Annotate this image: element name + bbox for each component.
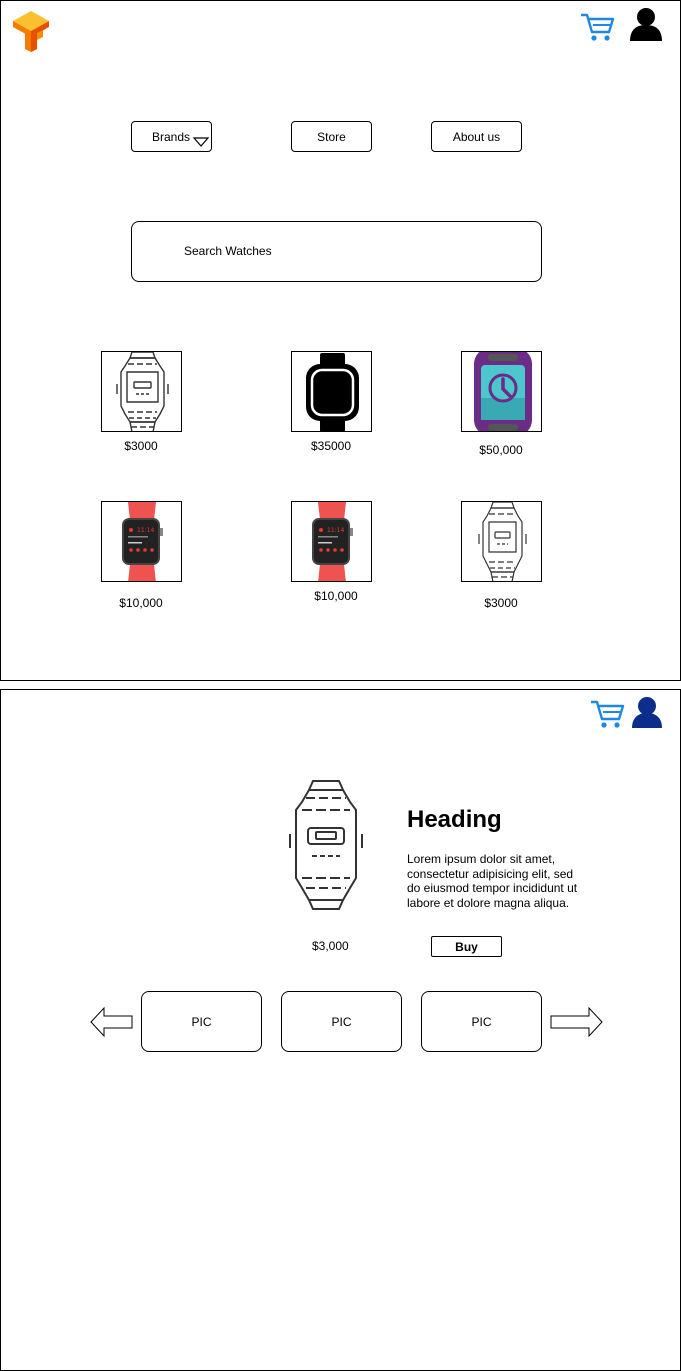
pic-label: PIC <box>191 1014 212 1029</box>
triangle-down-icon <box>193 137 209 147</box>
product-price-5: $10,000 <box>314 589 358 603</box>
cart-icon[interactable] <box>589 698 625 730</box>
purple-smartwatch-image <box>474 352 532 431</box>
search-input[interactable]: Search Watches <box>131 221 542 282</box>
arrow-left-icon[interactable] <box>90 1006 133 1038</box>
black-smartwatch-image <box>306 353 359 431</box>
product-tile-6[interactable] <box>461 501 542 582</box>
brands-dropdown-button[interactable]: Brands <box>131 121 212 152</box>
carousel-pic-1[interactable]: PIC <box>141 991 262 1052</box>
product-tile-1[interactable] <box>101 351 182 432</box>
product-price: $3,000 <box>312 939 349 953</box>
red-apple-watch-image: 11:14 <box>122 502 163 581</box>
buy-label: Buy <box>455 939 478 954</box>
store-label: Store <box>317 129 346 144</box>
product-description: Lorem ipsum dolor sit amet, consectetur … <box>407 852 578 910</box>
product-main-image <box>284 780 368 910</box>
product-heading: Heading <box>407 806 502 833</box>
user-icon[interactable] <box>631 696 663 728</box>
product-price-3: $50,000 <box>479 443 523 457</box>
product-price-6: $3000 <box>484 596 518 610</box>
cart-icon[interactable] <box>579 11 615 43</box>
tensor-logo-icon[interactable] <box>9 9 53 53</box>
svg-text:11:14: 11:14 <box>327 527 344 534</box>
product-price-2: $35000 <box>310 439 352 453</box>
about-us-label: About us <box>452 129 501 144</box>
search-label: Search Watches <box>184 244 272 258</box>
store-button[interactable]: Store <box>291 121 372 152</box>
product-price-1: $3000 <box>124 439 158 453</box>
user-icon[interactable] <box>629 7 663 41</box>
red-apple-watch-image: 11:14 <box>312 502 353 581</box>
digital-watch-outline-image <box>478 502 527 581</box>
store-page-frame: Brands Store About us Search Watches <box>0 0 681 681</box>
about-us-button[interactable]: About us <box>431 121 522 152</box>
product-tile-4[interactable]: 11:14 <box>101 501 182 582</box>
product-price-4: $10,000 <box>119 596 163 610</box>
digital-watch-outline-image <box>116 352 169 431</box>
product-tile-5[interactable]: 11:14 <box>291 501 372 582</box>
brands-label: Brands <box>152 129 191 144</box>
arrow-right-icon[interactable] <box>550 1006 603 1038</box>
carousel-pic-2[interactable]: PIC <box>281 991 402 1052</box>
buy-button[interactable]: Buy <box>431 936 502 957</box>
pic-label: PIC <box>471 1014 492 1029</box>
product-tile-2[interactable] <box>291 351 372 432</box>
carousel-pic-3[interactable]: PIC <box>421 991 542 1052</box>
svg-text:11:14: 11:14 <box>137 527 154 534</box>
pic-label: PIC <box>331 1014 352 1029</box>
product-tile-3[interactable] <box>461 351 542 432</box>
product-detail-frame: Heading Lorem ipsum dolor sit amet, cons… <box>0 689 681 1371</box>
